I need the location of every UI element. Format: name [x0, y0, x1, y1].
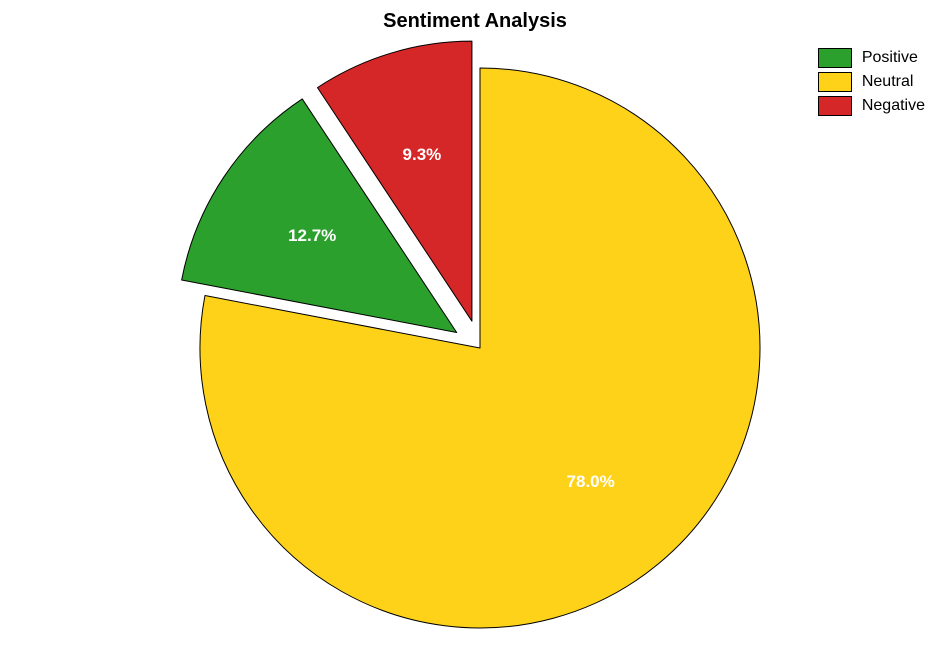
slice-label-positive: 12.7%	[288, 226, 336, 246]
legend-label-negative: Negative	[862, 97, 925, 115]
legend-label-positive: Positive	[862, 49, 918, 67]
sentiment-pie-chart: Sentiment Analysis Positive Neutral Nega…	[0, 0, 950, 662]
legend-item-negative: Negative	[818, 96, 925, 116]
legend: Positive Neutral Negative	[818, 48, 925, 120]
legend-item-positive: Positive	[818, 48, 925, 68]
slice-label-negative: 9.3%	[403, 145, 442, 165]
legend-swatch-negative	[818, 96, 852, 116]
legend-label-neutral: Neutral	[862, 73, 914, 91]
legend-swatch-neutral	[818, 72, 852, 92]
legend-swatch-positive	[818, 48, 852, 68]
slice-label-neutral: 78.0%	[567, 472, 615, 492]
pie-svg	[0, 0, 950, 662]
legend-item-neutral: Neutral	[818, 72, 925, 92]
